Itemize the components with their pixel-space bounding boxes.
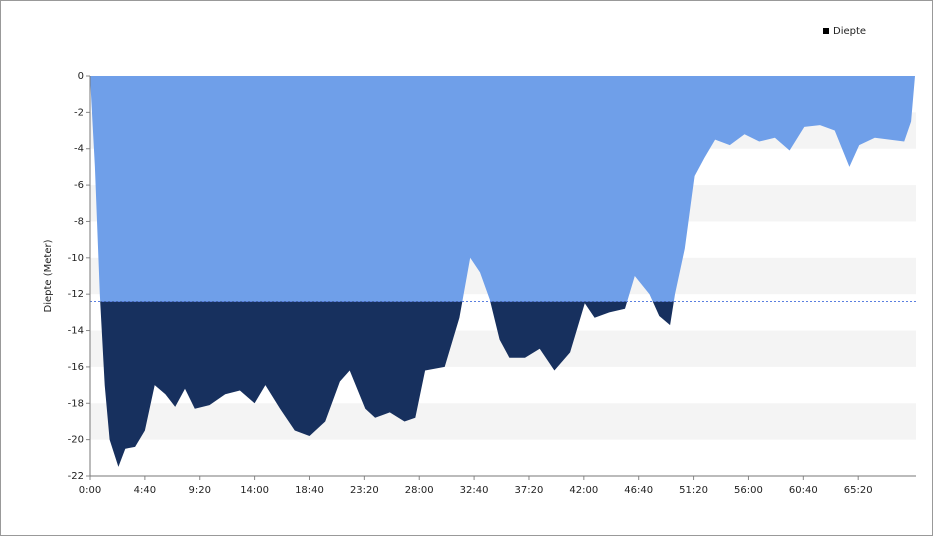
y-tick-label: -20 — [68, 435, 84, 446]
x-tick-label: 51:20 — [679, 485, 708, 496]
y-tick-label: -10 — [68, 253, 84, 264]
x-tick-label: 42:00 — [569, 485, 598, 496]
x-tick-label: 4:40 — [134, 485, 156, 496]
y-tick-label: -8 — [74, 216, 84, 227]
y-tick-label: -4 — [74, 144, 84, 155]
x-tick-label: 60:40 — [789, 485, 818, 496]
x-tick-label: 65:20 — [844, 485, 873, 496]
legend-label: Diepte — [833, 26, 866, 37]
legend-swatch — [823, 28, 829, 34]
y-tick-label: -16 — [68, 362, 84, 373]
y-tick-label: 0 — [78, 71, 84, 82]
y-tick-label: -12 — [68, 289, 84, 300]
x-tick-label: 0:00 — [79, 485, 101, 496]
x-tick-label: 56:00 — [734, 485, 763, 496]
x-tick-label: 18:40 — [295, 485, 324, 496]
y-tick-label: -22 — [68, 471, 84, 482]
y-tick-label: -14 — [68, 326, 84, 337]
x-tick-label: 46:40 — [624, 485, 653, 496]
x-tick-label: 28:00 — [405, 485, 434, 496]
y-tick-label: -2 — [74, 107, 84, 118]
depth-area — [90, 76, 916, 467]
grid-band — [90, 403, 916, 440]
y-tick-label: -18 — [68, 398, 84, 409]
x-tick-label: 37:20 — [515, 485, 544, 496]
x-tick-label: 14:00 — [240, 485, 269, 496]
x-tick-label: 32:40 — [460, 485, 489, 496]
x-tick-label: 9:20 — [189, 485, 211, 496]
x-tick-label: 23:20 — [350, 485, 379, 496]
y-axis-label: Diepte (Meter) — [43, 239, 54, 312]
y-tick-label: -6 — [74, 180, 84, 191]
